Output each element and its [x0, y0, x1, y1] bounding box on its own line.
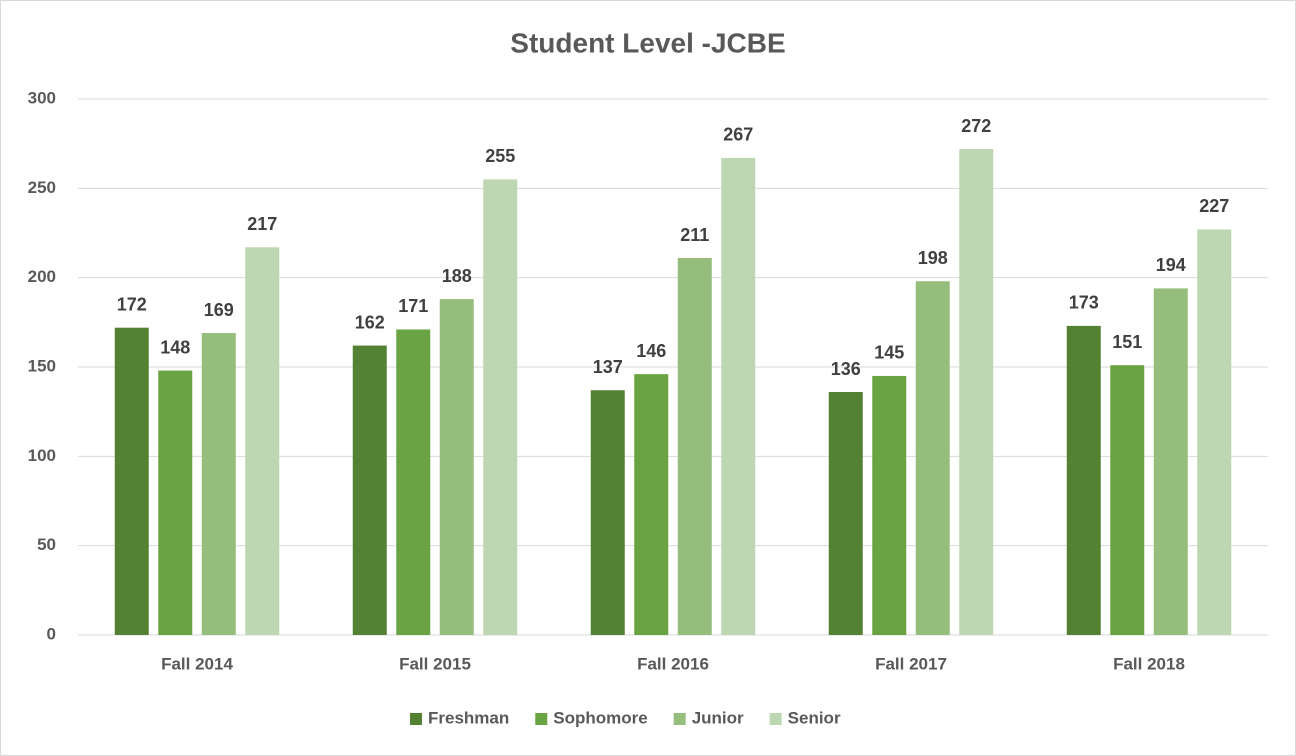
data-label: 173	[1069, 293, 1099, 313]
data-label: 146	[636, 341, 666, 361]
data-label: 169	[204, 300, 234, 320]
legend-label: Junior	[692, 708, 744, 727]
data-label: 211	[680, 225, 709, 245]
y-tick-label: 150	[28, 356, 56, 375]
data-label: 148	[160, 337, 190, 357]
bar	[245, 247, 280, 635]
bar	[439, 299, 474, 635]
data-label: 162	[355, 312, 385, 332]
data-label: 227	[1199, 196, 1229, 216]
bar	[1110, 365, 1145, 635]
bar	[1153, 288, 1188, 635]
y-tick-label: 250	[28, 178, 56, 197]
bar	[828, 392, 863, 635]
data-label: 194	[1156, 255, 1186, 275]
data-label: 145	[874, 343, 904, 363]
x-tick-label: Fall 2017	[875, 654, 947, 673]
data-label: 172	[117, 294, 147, 314]
x-tick-label: Fall 2015	[399, 654, 471, 673]
data-label: 198	[918, 248, 948, 268]
bar	[158, 370, 193, 635]
data-label: 136	[831, 359, 861, 379]
data-label: 272	[961, 116, 991, 136]
bar	[590, 390, 625, 635]
bar	[634, 374, 669, 635]
legend-label: Senior	[788, 708, 841, 727]
bar	[872, 375, 907, 635]
y-tick-label: 0	[47, 624, 56, 643]
data-label: 137	[593, 357, 623, 377]
y-tick-label: 200	[28, 267, 56, 286]
legend-label: Freshman	[428, 708, 509, 727]
x-tick-label: Fall 2018	[1113, 654, 1185, 673]
legend-swatch	[410, 713, 422, 725]
legend-swatch	[673, 713, 686, 725]
chart-title: Student Level -JCBE	[510, 27, 785, 58]
bar	[1066, 325, 1101, 635]
y-tick-label: 100	[28, 446, 56, 465]
x-tick-label: Fall 2016	[637, 654, 709, 673]
legend-swatch	[769, 713, 782, 725]
bar	[959, 149, 994, 635]
bar	[352, 345, 387, 635]
bar	[483, 179, 518, 635]
data-label: 255	[485, 146, 515, 166]
data-label: 217	[247, 214, 277, 234]
legend-swatch	[535, 713, 548, 725]
bar	[201, 333, 236, 635]
bar	[915, 281, 950, 635]
y-tick-label: 50	[37, 535, 56, 554]
bar	[396, 329, 431, 635]
data-label: 188	[442, 266, 472, 286]
bar	[721, 157, 756, 635]
y-tick-label: 300	[28, 88, 56, 107]
bar	[677, 258, 712, 635]
data-label: 267	[723, 125, 753, 145]
data-label: 151	[1112, 332, 1142, 352]
data-label: 171	[398, 296, 428, 316]
bar	[1197, 229, 1232, 635]
bar	[114, 327, 149, 635]
legend-label: Sophomore	[553, 708, 647, 727]
x-tick-label: Fall 2014	[161, 654, 233, 673]
